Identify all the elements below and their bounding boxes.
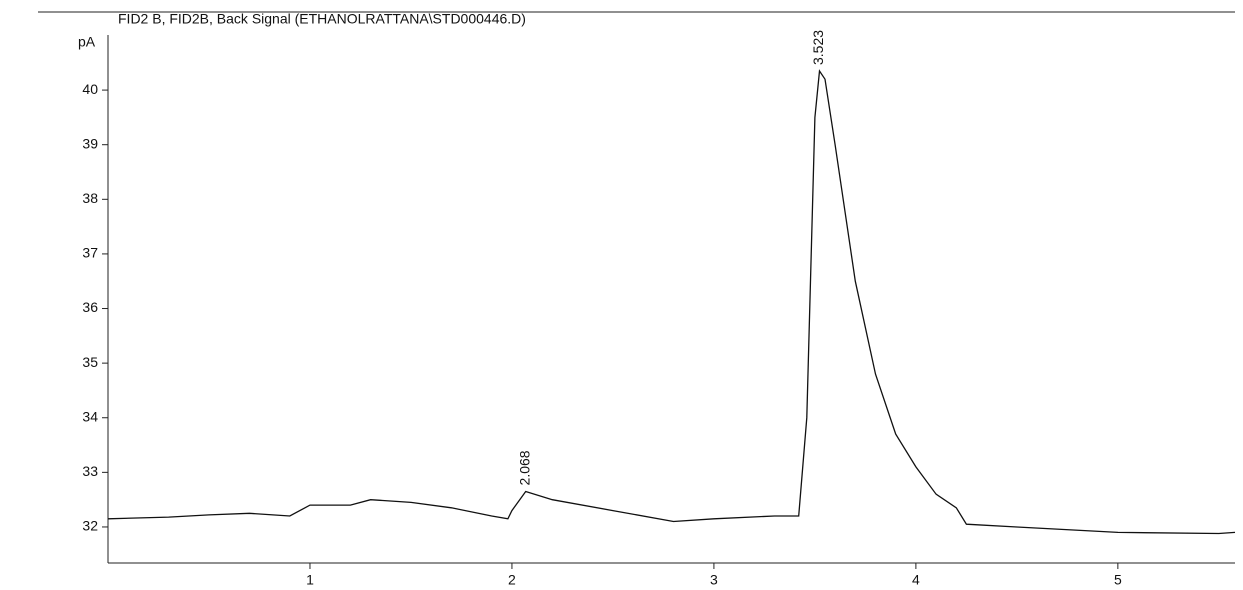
y-axis-label: pA <box>78 34 96 50</box>
y-tick-label: 33 <box>82 463 98 479</box>
x-tick-label: 3 <box>710 572 718 588</box>
y-tick-label: 39 <box>82 135 98 151</box>
x-tick-label: 4 <box>912 572 920 588</box>
chart: FID2 B, FID2B, Back Signal (ETHANOLRATTA… <box>0 0 1243 590</box>
x-tick-label: 2 <box>508 572 516 588</box>
y-tick-label: 38 <box>82 190 98 206</box>
y-tick-label: 34 <box>82 408 98 424</box>
y-tick-label: 37 <box>82 245 98 261</box>
y-tick-label: 40 <box>82 81 98 97</box>
peak-label: 3.523 <box>810 30 826 65</box>
peak-label: 2.068 <box>516 450 532 485</box>
x-tick-label: 1 <box>306 572 314 588</box>
y-tick-label: 32 <box>82 518 98 534</box>
y-tick-label: 36 <box>82 299 98 315</box>
x-tick-label: 5 <box>1114 572 1122 588</box>
chart-title: FID2 B, FID2B, Back Signal (ETHANOLRATTA… <box>118 11 526 27</box>
signal-trace <box>108 71 1235 534</box>
y-tick-label: 35 <box>82 354 98 370</box>
